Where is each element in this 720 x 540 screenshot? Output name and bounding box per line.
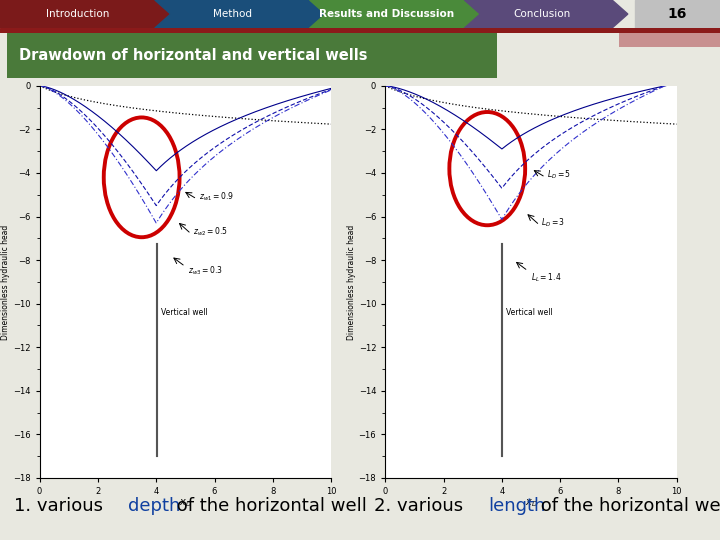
Polygon shape — [619, 33, 720, 47]
Text: $L_D=5$: $L_D=5$ — [547, 169, 571, 181]
Text: $z_{w2}=0.5$: $z_{w2}=0.5$ — [193, 226, 228, 238]
X-axis label: $x_D$: $x_D$ — [179, 497, 192, 509]
Text: 1. various: 1. various — [14, 497, 109, 515]
Text: 16: 16 — [668, 7, 687, 21]
Text: length: length — [488, 497, 545, 515]
Polygon shape — [310, 0, 480, 28]
Text: $L_D=3$: $L_D=3$ — [541, 217, 565, 230]
Polygon shape — [7, 33, 497, 78]
Polygon shape — [635, 0, 720, 28]
X-axis label: $x_D$: $x_D$ — [525, 497, 537, 509]
Text: $z_{w3}=0.3$: $z_{w3}=0.3$ — [189, 265, 223, 277]
Text: Results and Discussion: Results and Discussion — [320, 9, 454, 19]
Text: $L_L=1.4$: $L_L=1.4$ — [531, 271, 562, 284]
Text: Vertical well: Vertical well — [506, 308, 553, 316]
Polygon shape — [464, 0, 628, 28]
Text: of the horizontal well: of the horizontal well — [534, 497, 720, 515]
Text: Method: Method — [212, 9, 252, 19]
Polygon shape — [155, 0, 325, 28]
Text: Introduction: Introduction — [45, 9, 109, 19]
Text: Conclusion: Conclusion — [513, 9, 570, 19]
Text: of the horizontal well: of the horizontal well — [171, 497, 367, 515]
Polygon shape — [0, 0, 171, 28]
Y-axis label: Dimensionless hydraulic head: Dimensionless hydraulic head — [1, 224, 10, 340]
Text: $z_{w1}=0.9$: $z_{w1}=0.9$ — [199, 191, 233, 203]
Text: 2. various: 2. various — [374, 497, 469, 515]
Y-axis label: Dimensionless hydraulic head: Dimensionless hydraulic head — [347, 224, 356, 340]
Text: depth: depth — [128, 497, 180, 515]
Text: Drawdown of horizontal and vertical wells: Drawdown of horizontal and vertical well… — [19, 48, 368, 63]
Text: Vertical well: Vertical well — [161, 308, 207, 316]
Polygon shape — [0, 28, 720, 33]
